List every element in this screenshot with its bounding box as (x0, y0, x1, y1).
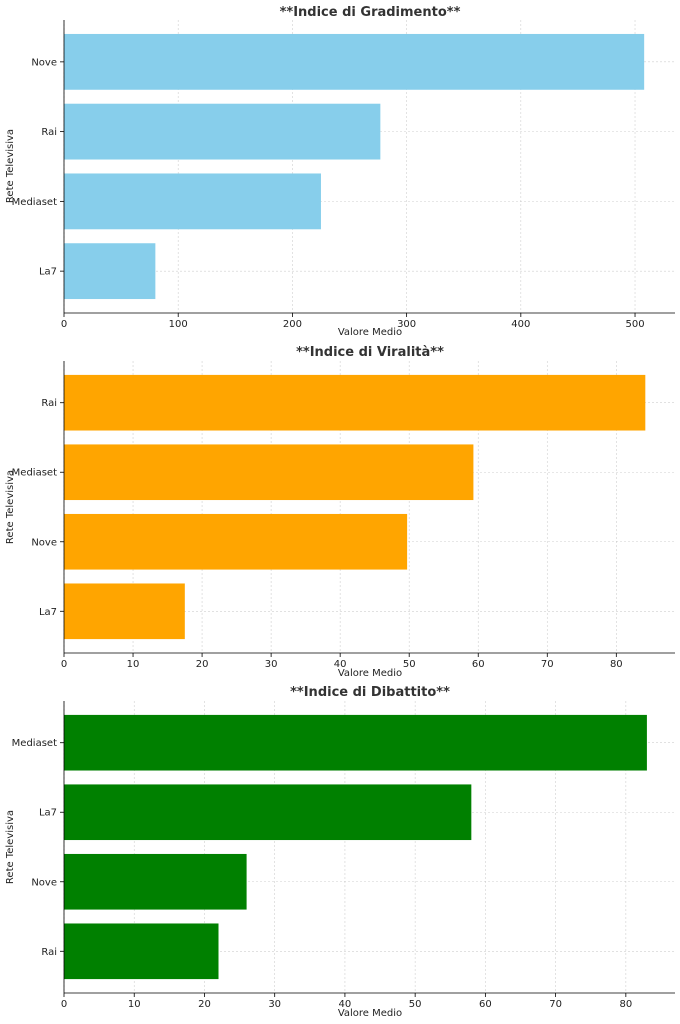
x-tick-label: 40 (334, 659, 347, 670)
chart-title: **Indice di Gradimento** (280, 5, 461, 20)
y-tick-label: La7 (39, 808, 57, 819)
x-tick-label: 10 (127, 659, 140, 670)
y-tick-label: Mediaset (12, 468, 57, 479)
y-axis-label: Rete Televisiva (5, 129, 16, 203)
bar-nove (64, 853, 247, 910)
x-tick-label: 50 (409, 999, 422, 1010)
x-tick-label: 30 (268, 999, 281, 1010)
chart-title: **Indice di Dibattito** (290, 685, 450, 700)
bar-la7 (64, 243, 156, 300)
bar-mediaset (64, 444, 474, 501)
x-tick-label: 80 (610, 659, 623, 670)
y-tick-label: La7 (39, 267, 57, 278)
bar-la7 (64, 583, 185, 640)
x-tick-label: 20 (198, 999, 211, 1010)
y-tick-label: La7 (39, 607, 57, 618)
y-axis-label: Rete Televisiva (5, 470, 16, 544)
y-tick-label: Nove (31, 877, 57, 888)
x-tick-label: 400 (511, 319, 530, 330)
x-tick-label: 60 (472, 659, 485, 670)
panel-viralita: **Indice di Viralità** Valore Medio Rete… (5, 345, 675, 679)
x-tick-label: 300 (397, 319, 416, 330)
bar-rai (64, 103, 381, 160)
x-tick-label: 0 (61, 319, 67, 330)
x-tick-label: 20 (196, 659, 209, 670)
y-tick-label: Mediaset (12, 738, 57, 749)
bar-nove (64, 33, 645, 90)
x-tick-label: 500 (625, 319, 644, 330)
y-tick-label: Rai (41, 127, 57, 138)
x-tick-label: 40 (339, 999, 352, 1010)
plot-area: 0 10 20 30 40 50 60 70 80 Rai Mediaset Nove La7 (12, 361, 675, 670)
y-tick-label: Rai (41, 398, 57, 409)
y-tick-label: Nove (31, 57, 57, 68)
bar-rai (64, 374, 646, 431)
x-tick-label: 70 (549, 999, 562, 1010)
bar-rai (64, 923, 219, 980)
bar-mediaset (64, 173, 321, 230)
x-axis-label: Valore Medio (338, 327, 402, 338)
bar-nove (64, 513, 408, 570)
x-tick-label: 60 (479, 999, 492, 1010)
x-tick-label: 50 (403, 659, 416, 670)
panel-gradimento: **Indice di Gradimento** Valore Medio Re… (5, 5, 675, 338)
x-tick-label: 10 (128, 999, 141, 1010)
x-tick-label: 100 (169, 319, 188, 330)
x-tick-label: 80 (619, 999, 632, 1010)
x-tick-label: 200 (283, 319, 302, 330)
y-tick-label: Nove (31, 537, 57, 548)
panel-dibattito: **Indice di Dibattito** Valore Medio Ret… (5, 685, 675, 1019)
plot-area: 0 10 20 30 40 50 60 70 80 Mediaset La7 Nove Rai (12, 701, 675, 1010)
bar-mediaset (64, 714, 647, 771)
x-tick-label: 30 (265, 659, 278, 670)
x-axis-label: Valore Medio (338, 1008, 402, 1019)
bar-la7 (64, 784, 472, 841)
x-tick-label: 70 (541, 659, 554, 670)
y-tick-label: Mediaset (12, 197, 57, 208)
x-axis-label: Valore Medio (338, 668, 402, 679)
y-tick-label: Rai (41, 947, 57, 958)
x-tick-label: 0 (61, 659, 67, 670)
plot-area: 0 100 200 300 400 500 Nove Rai Mediaset La7 (12, 20, 675, 330)
chart-title: **Indice di Viralità** (296, 345, 444, 360)
x-tick-label: 0 (61, 999, 67, 1010)
y-axis-label: Rete Televisiva (5, 810, 16, 884)
